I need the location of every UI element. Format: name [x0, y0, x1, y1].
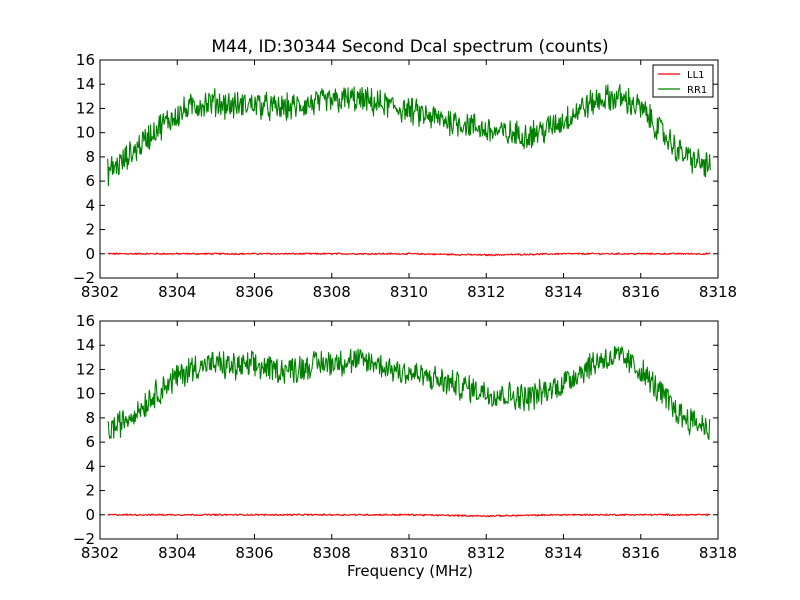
x-tick-label: 8312 [467, 544, 505, 562]
y-tick-label: 12 [76, 360, 95, 378]
y-tick-label: 12 [76, 99, 95, 117]
x-tick-label: 8316 [622, 283, 660, 301]
y-tick-label: 2 [85, 482, 95, 500]
x-tick-label: 8306 [235, 283, 273, 301]
y-tick-label: 6 [85, 172, 95, 190]
series-ll1-line [107, 252, 711, 257]
top-panel: M44, ID:30344 Second Dcal spectrum (coun… [73, 37, 737, 301]
chart-title: M44, ID:30344 Second Dcal spectrum (coun… [211, 37, 608, 57]
y-tick-label: 2 [85, 221, 95, 239]
x-tick-label: 8316 [622, 544, 660, 562]
series-rr1-line [107, 83, 711, 187]
x-axis-label: Frequency (MHz) [347, 562, 473, 580]
x-tick-label: 8314 [544, 283, 582, 301]
x-tick-label: 8304 [158, 544, 196, 562]
x-tick-label: 8318 [699, 544, 737, 562]
y-tick-label: 8 [85, 148, 95, 166]
legend: LL1 RR1 [652, 64, 714, 98]
legend-label-ll1: LL1 [687, 70, 705, 81]
x-tick-label: 8306 [235, 544, 273, 562]
y-tick-label: 14 [76, 75, 95, 93]
series-ll1-line [107, 513, 711, 518]
bottom-panel: 8302 8304 8306 8308 8310 8312 8314 8316 8318 −2 0 2… [73, 312, 737, 580]
x-tick-label: 8308 [313, 544, 351, 562]
x-tick-label: 8308 [313, 283, 351, 301]
y-tick-label: 6 [85, 433, 95, 451]
bottom-plot-area: 8302 8304 8306 8308 8310 8312 8314 8316 8318 −2 0 2… [73, 312, 737, 562]
legend-box [652, 64, 714, 98]
x-tick-label: 8302 [81, 283, 119, 301]
y-tick-label: 0 [85, 245, 95, 263]
x-tick-label: 8310 [390, 283, 428, 301]
x-tick-label: 8318 [699, 283, 737, 301]
y-tick-label: 4 [85, 457, 95, 475]
legend-label-rr1: RR1 [687, 85, 707, 96]
x-tick-label: 8304 [158, 283, 196, 301]
y-tick-label: −2 [73, 530, 95, 548]
top-plot-area: 8302 8304 8306 8308 8310 8312 8314 8316 8318 −2 0 2… [73, 51, 737, 301]
y-tick-label: 4 [85, 196, 95, 214]
y-tick-label: 0 [85, 506, 95, 524]
x-tick-label: 8302 [81, 544, 119, 562]
y-tick-label: 16 [76, 51, 95, 69]
x-tick-label: 8314 [544, 544, 582, 562]
y-tick-label: −2 [73, 269, 95, 287]
x-tick-label: 8310 [390, 544, 428, 562]
y-tick-label: 14 [76, 336, 95, 354]
y-tick-label: 10 [76, 385, 95, 403]
series-rr1-line [107, 345, 711, 440]
y-tick-label: 16 [76, 312, 95, 330]
x-tick-label: 8312 [467, 283, 505, 301]
y-tick-label: 8 [85, 409, 95, 427]
y-tick-label: 10 [76, 124, 95, 142]
